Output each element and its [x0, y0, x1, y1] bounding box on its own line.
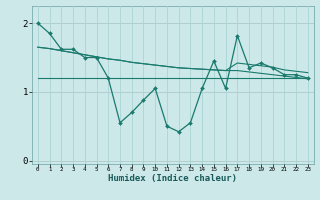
X-axis label: Humidex (Indice chaleur): Humidex (Indice chaleur): [108, 174, 237, 183]
